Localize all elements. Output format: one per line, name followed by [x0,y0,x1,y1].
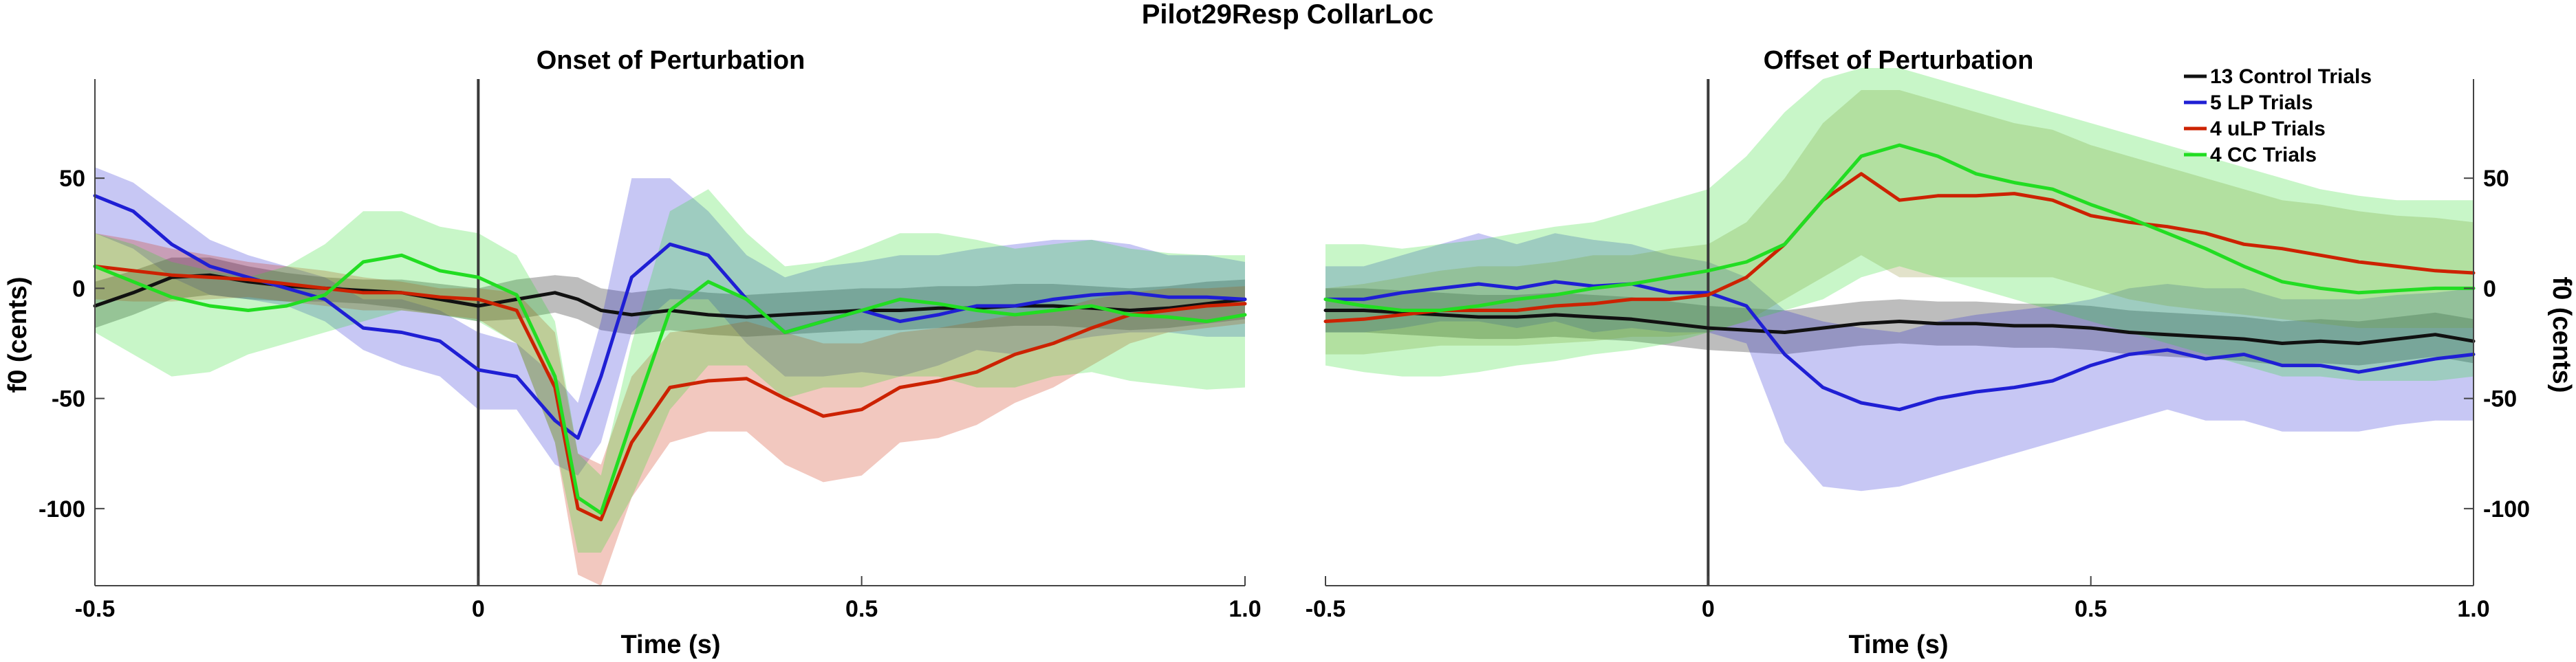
offset-band-control [1325,288,2474,366]
onset-y-axis-label: f0 (cents) [3,277,32,393]
offset-y-tick-label: 0 [2483,276,2496,302]
offset-band-lp [1325,233,2474,492]
offset-panel-title: Offset of Perturbation [1764,46,2034,75]
onset-panel-title: Onset of Perturbation [537,46,805,75]
legend-entry-control: 13 Control Trials [2184,65,2372,88]
onset-y-tick-label: 50 [59,166,85,192]
offset-line-control [1323,309,2476,345]
onset-x-tick-label: 1.0 [1229,596,1261,622]
onset-band-lp [95,167,1245,476]
legend-entry-ulp: 4 uLP Trials [2184,118,2326,140]
offset-plot-area: -0.5 0 0.5 1.0 50 0 -50 -100 [1306,68,2530,622]
onset-y-tick-label: -100 [39,496,85,522]
offset-x-axis-label: Time (s) [1848,630,1948,659]
onset-y-tick-label: -50 [52,386,85,412]
onset-panel: Onset of Perturbation -0.5 0 0.5 1.0500-50-… [3,46,1262,659]
offset-panel: Offset of Perturbation -0.5 0 0.5 1.0 50 0 -50… [1306,46,2576,659]
offset-line-cc [1323,143,2476,312]
offset-x-tick-label: 0 [1702,596,1715,622]
onset-band-cc [95,189,1245,553]
offset-line-lp [1323,280,2476,412]
legend-label-control: 13 Control Trials [2210,65,2372,88]
offset-y-axis-label: f0 (cents) [2547,277,2576,393]
onset-x-axis-label: Time (s) [620,630,720,659]
offset-x-tick-label: 0.5 [2075,596,2107,622]
legend-entry-lp: 5 LP Trials [2184,91,2313,114]
onset-y-tick-label: 0 [72,276,85,302]
onset-plot-area: -0.5 0 0.5 1.0 50 0 -50 -100 [39,79,1262,622]
legend-label-ulp: 4 uLP Trials [2210,118,2326,140]
offset-y-tick-label: 50 [2483,166,2509,192]
figure-title: Pilot29Resp CollarLoc [1142,0,1434,30]
onset-band-control [95,257,1245,337]
onset-line-control [93,273,1247,319]
offset-line-ulp [1323,172,2476,323]
onset-line-lp [93,194,1247,440]
onset-x-tick-label: 0.5 [845,596,878,622]
onset-x-tick-label: -0.5 [75,596,116,622]
offset-y-tick-label: -100 [2483,496,2530,522]
legend-entry-cc: 4 CC Trials [2184,144,2317,166]
onset-band-ulp [95,233,1245,586]
onset-line-ulp [93,264,1247,522]
offset-band-ulp [1325,90,2474,355]
legend: 13 Control Trials 5 LP Trials 4 uLP Tria… [2184,65,2372,166]
onset-x-tick-label: 0 [472,596,485,622]
legend-label-cc: 4 CC Trials [2210,144,2317,166]
offset-x-tick-label: -0.5 [1306,596,1346,622]
offset-x-tick-label: 1.0 [2457,596,2489,622]
onset-line-cc [93,253,1247,515]
legend-label-lp: 5 LP Trials [2210,91,2313,114]
offset-y-tick-label: -50 [2483,386,2517,412]
